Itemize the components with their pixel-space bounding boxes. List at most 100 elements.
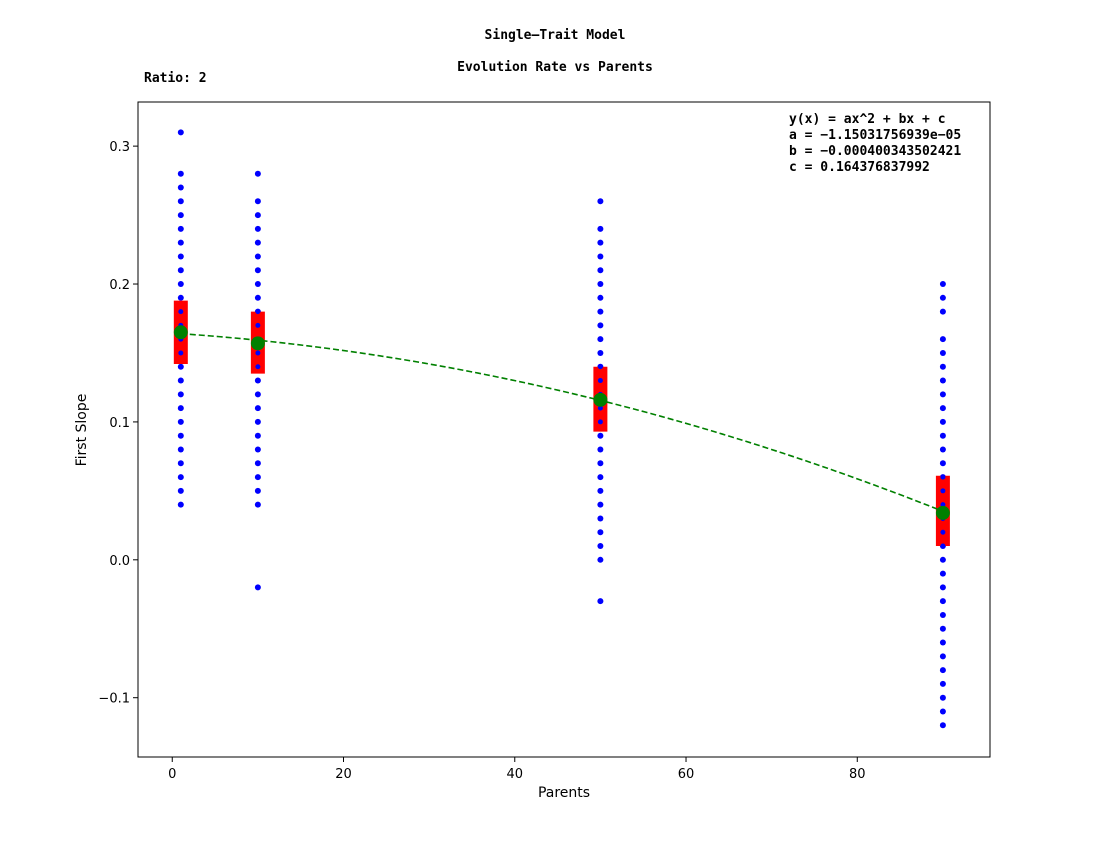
data-point xyxy=(597,405,603,411)
data-point xyxy=(178,309,184,315)
data-point xyxy=(597,294,604,301)
data-point xyxy=(254,170,261,177)
x-axis-label: Parents xyxy=(538,785,590,801)
data-point xyxy=(255,350,261,356)
x-tick-label: 40 xyxy=(506,767,523,782)
data-point xyxy=(177,432,184,439)
plot-frame xyxy=(137,101,991,758)
data-point xyxy=(597,556,604,563)
data-point xyxy=(939,667,946,674)
fit-equation: y(x) = ax^2 + bx + c xyxy=(789,112,946,127)
data-point xyxy=(177,391,184,398)
mean-marker xyxy=(173,325,188,340)
data-point xyxy=(177,405,184,412)
mean-marker xyxy=(250,336,265,351)
data-point xyxy=(254,405,261,412)
data-point xyxy=(597,253,604,260)
data-point xyxy=(597,432,604,439)
data-point xyxy=(939,460,946,467)
data-point xyxy=(939,584,946,591)
data-point xyxy=(597,336,604,343)
data-point xyxy=(254,239,261,246)
data-point xyxy=(597,349,604,356)
y-tick-label: 0.1 xyxy=(109,416,130,431)
data-point xyxy=(939,294,946,301)
y-axis: −0.1 0.0 0.1 0.2 0.3 xyxy=(98,140,138,707)
data-point xyxy=(177,281,184,288)
data-point xyxy=(177,294,184,301)
data-point xyxy=(939,418,946,425)
mean-marker xyxy=(593,392,608,407)
data-point xyxy=(939,281,946,288)
data-point xyxy=(254,446,261,453)
data-point xyxy=(597,322,604,329)
data-point xyxy=(939,391,946,398)
y-tick-label: 0.3 xyxy=(109,140,130,155)
data-point xyxy=(940,543,946,549)
data-point xyxy=(597,198,604,205)
data-point xyxy=(177,418,184,425)
data-point xyxy=(597,529,604,536)
data-point xyxy=(939,349,946,356)
data-point xyxy=(254,212,261,219)
data-point xyxy=(939,308,946,315)
x-tick-label: 60 xyxy=(678,767,695,782)
data-point xyxy=(597,281,604,288)
data-point xyxy=(939,625,946,632)
data-point xyxy=(939,680,946,687)
data-point xyxy=(254,198,261,205)
data-point xyxy=(177,267,184,274)
fit-coef-a: a = −1.15031756939e−05 xyxy=(789,128,961,143)
data-point xyxy=(254,281,261,288)
data-point xyxy=(939,363,946,370)
data-point xyxy=(177,184,184,191)
data-point xyxy=(940,529,946,535)
data-point xyxy=(254,584,261,591)
data-point xyxy=(254,418,261,425)
data-point xyxy=(177,198,184,205)
data-point xyxy=(254,432,261,439)
data-point xyxy=(597,487,604,494)
data-point xyxy=(177,460,184,467)
data-point xyxy=(939,432,946,439)
data-point xyxy=(940,474,946,480)
data-point xyxy=(597,598,604,605)
fit-coef-b: b = −0.000400343502421 xyxy=(789,144,961,159)
data-point xyxy=(939,694,946,701)
data-point xyxy=(177,212,184,219)
x-tick-label: 80 xyxy=(849,767,866,782)
data-point xyxy=(939,446,946,453)
data-point xyxy=(254,253,261,260)
x-tick-label: 0 xyxy=(168,767,176,782)
data-point xyxy=(255,309,261,315)
data-point xyxy=(597,239,604,246)
data-point xyxy=(254,474,261,481)
ratio-note: Ratio: 2 xyxy=(144,71,207,86)
data-point xyxy=(597,515,604,522)
x-axis: 0 20 40 60 80 xyxy=(168,757,866,782)
data-point xyxy=(597,446,604,453)
y-axis-label: First Slope xyxy=(74,394,90,467)
y-tick-label: 0.0 xyxy=(109,554,130,569)
data-point xyxy=(597,474,604,481)
data-point xyxy=(597,267,604,274)
data-point xyxy=(254,377,261,384)
x-tick-label: 20 xyxy=(335,767,352,782)
data-point xyxy=(177,225,184,232)
data-point xyxy=(597,543,604,550)
data-point xyxy=(177,501,184,508)
y-tick-label: 0.2 xyxy=(109,278,130,293)
data-point xyxy=(254,225,261,232)
data-point xyxy=(177,239,184,246)
data-point xyxy=(597,378,603,384)
fit-curve xyxy=(180,332,944,513)
data-point xyxy=(597,308,604,315)
data-point xyxy=(254,294,261,301)
plot-area xyxy=(173,129,950,729)
data-point xyxy=(177,253,184,260)
data-point xyxy=(177,363,184,370)
data-point xyxy=(177,487,184,494)
data-point xyxy=(177,446,184,453)
data-point xyxy=(597,460,604,467)
